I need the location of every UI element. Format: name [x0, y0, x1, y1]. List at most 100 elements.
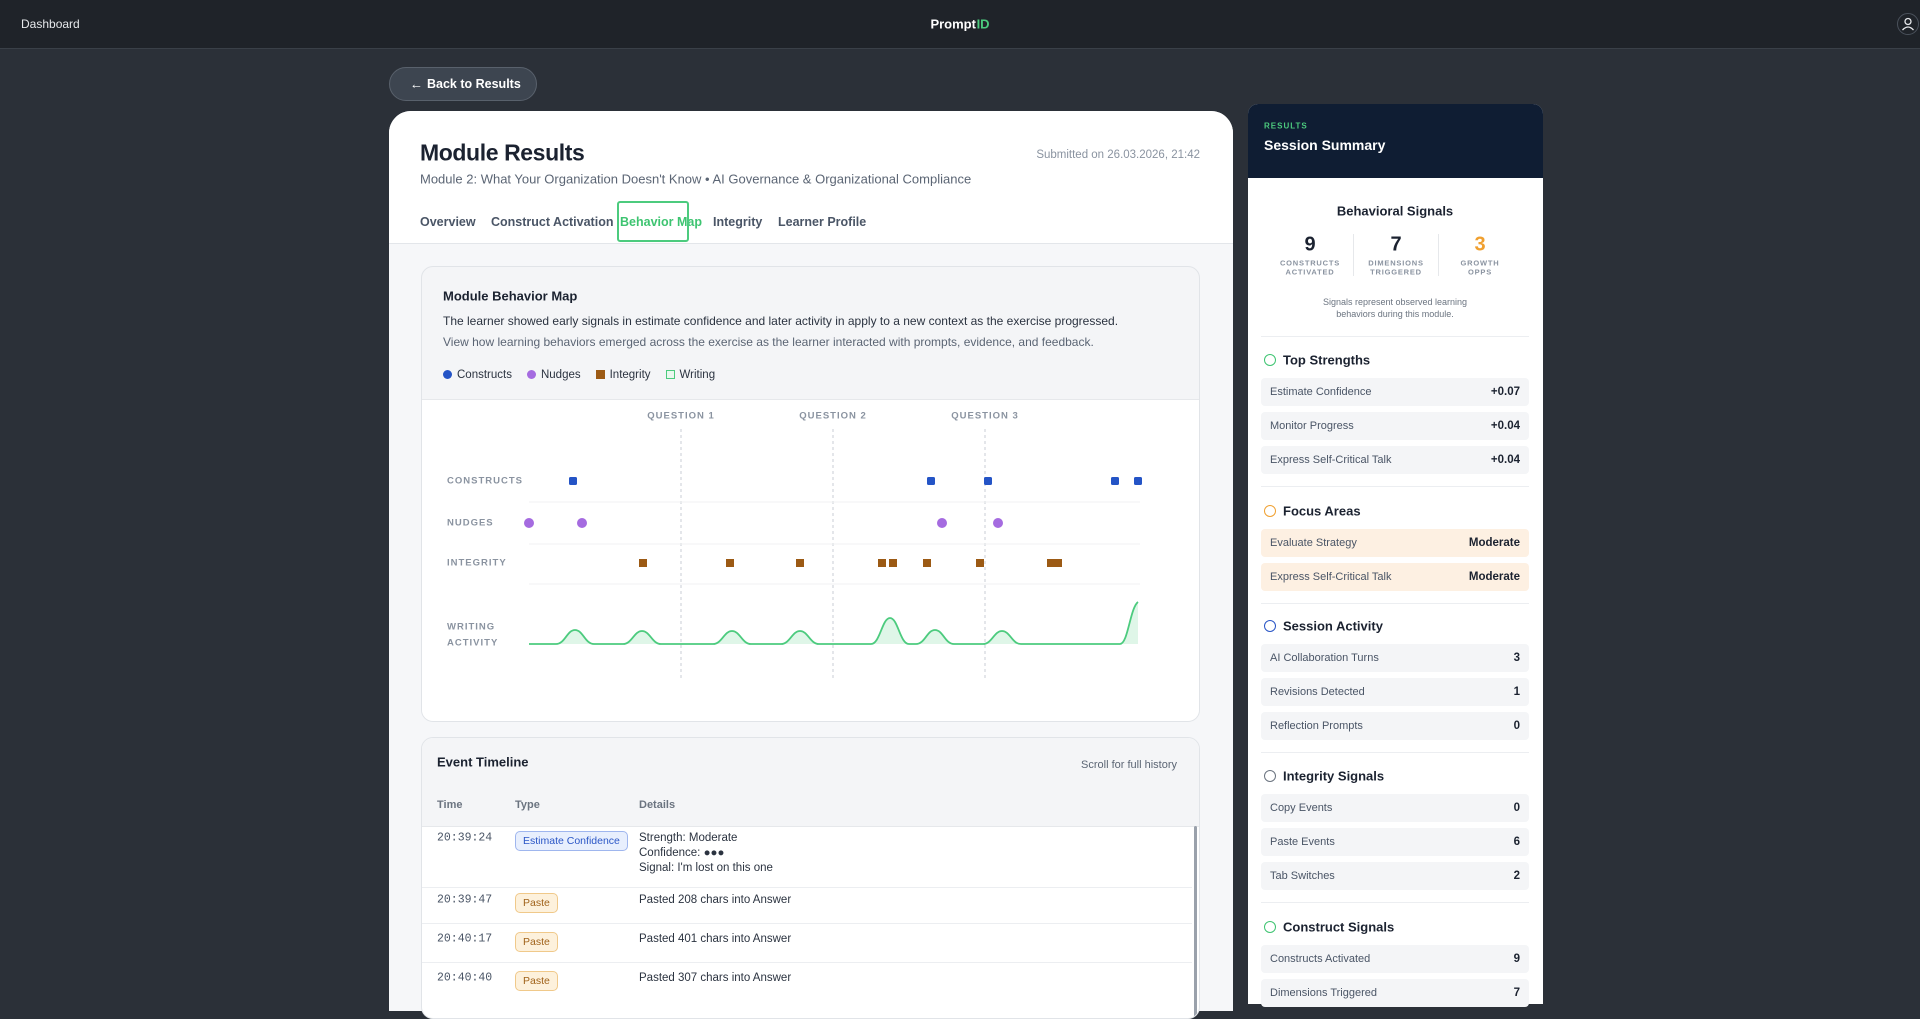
- summary-row: Tab Switches 2: [1261, 862, 1529, 890]
- stat-label: GROWTH: [1460, 258, 1500, 268]
- summary-row: Estimate Confidence +0.07: [1261, 378, 1529, 406]
- divider: [1261, 486, 1529, 487]
- tab[interactable]: Construct Activation: [491, 215, 614, 229]
- stat-label: OPPS: [1467, 267, 1493, 277]
- event-detail: Pasted 401 chars into Answer: [639, 933, 792, 945]
- nudge-event: [937, 518, 947, 528]
- section-icon: [1264, 354, 1276, 366]
- row-label: Estimate Confidence: [1270, 386, 1372, 398]
- row-label: NUDGES: [447, 517, 494, 529]
- summary-row: Revisions Detected 1: [1261, 678, 1529, 706]
- stat-label: TRIGGERED: [1370, 267, 1422, 277]
- icon-body: [1902, 26, 1914, 31]
- nudge-event: [577, 518, 587, 528]
- summary-row: AI Collaboration Turns 3: [1261, 644, 1529, 672]
- integrity-event: [976, 559, 984, 567]
- tab[interactable]: Learner Profile: [778, 215, 867, 229]
- event-type: Estimate Confidence: [515, 831, 628, 851]
- question-label: QUESTION 2: [799, 410, 867, 422]
- row-value: 7: [1513, 987, 1520, 999]
- column-header: Type: [515, 799, 540, 811]
- integrity-event: [889, 559, 897, 567]
- back-arrow: ←: [410, 76, 423, 92]
- summary-row: Express Self-Critical Talk Moderate: [1261, 563, 1529, 591]
- row-label: WRITING: [447, 621, 496, 633]
- integrity-event: [726, 559, 734, 567]
- row-value: +0.04: [1490, 420, 1520, 432]
- row-value: +0.04: [1490, 454, 1520, 466]
- section-title: Construct Signals: [1283, 919, 1395, 935]
- integrity-event: [1047, 559, 1062, 567]
- signals-note: Signals represent observed learning beha…: [1322, 297, 1468, 319]
- scrollbar[interactable]: [1194, 826, 1197, 1018]
- signals-title: Behavioral Signals: [1336, 203, 1454, 219]
- summary-row: Copy Events 0: [1261, 794, 1529, 822]
- column-header: Time: [437, 799, 463, 811]
- row-label: CONSTRUCTS: [447, 475, 523, 487]
- event-detail: Pasted 307 chars into Answer: [639, 972, 792, 984]
- row-value: Moderate: [1468, 571, 1520, 583]
- row-value: 1: [1513, 686, 1520, 698]
- summary-row: Paste Events 6: [1261, 828, 1529, 856]
- stat-label: CONSTRUCTS: [1279, 258, 1341, 268]
- row-label: Express Self-Critical Talk: [1270, 454, 1392, 466]
- divider: [1261, 902, 1529, 903]
- event-time: 20:40:17: [437, 932, 493, 946]
- row-value: Moderate: [1468, 537, 1520, 549]
- integrity-event: [639, 559, 647, 567]
- row-divider: [422, 887, 1192, 888]
- active-tab-outline: [617, 201, 689, 242]
- tab[interactable]: Overview: [420, 215, 476, 229]
- event-type: Paste: [515, 971, 558, 991]
- stat-value: 9: [1304, 233, 1316, 256]
- map-summary: The learner showed early signals in esti…: [443, 314, 1119, 328]
- row-divider: [422, 961, 1192, 963]
- column-header: Details: [639, 799, 676, 811]
- stat-label: DIMENSIONS: [1368, 258, 1424, 268]
- tab[interactable]: Behavior Map: [620, 215, 702, 229]
- section-title: Session Activity: [1283, 618, 1383, 634]
- row-label: Paste Events: [1270, 836, 1335, 848]
- row-value: 0: [1513, 720, 1520, 732]
- summary-header: [1248, 104, 1543, 178]
- card-header: [389, 111, 1233, 244]
- timeline-columns: [422, 792, 1199, 827]
- row-value: 0: [1513, 802, 1520, 814]
- summary-row: Evaluate Strategy Moderate: [1261, 529, 1529, 557]
- row-label: Tab Switches: [1270, 870, 1335, 882]
- behavior-plot: [524, 429, 1142, 681]
- legend-label: Constructs: [457, 369, 512, 381]
- brand[interactable]: Prompt ID: [930, 17, 989, 32]
- stat-divider: [1353, 234, 1354, 276]
- row-value: 2: [1513, 870, 1520, 882]
- divider: [1261, 603, 1529, 604]
- brand-accent: ID: [976, 16, 990, 32]
- summary-row: Reflection Prompts 0: [1261, 712, 1529, 740]
- summary-row: Constructs Activated 9: [1261, 945, 1529, 973]
- map-title: Module Behavior Map: [443, 288, 578, 304]
- brand-name: Prompt: [930, 16, 976, 32]
- nudge-event: [524, 518, 534, 528]
- behavior-map-panel: [421, 266, 1200, 722]
- nav-dashboard[interactable]: Dashboard: [21, 17, 80, 31]
- user-icon[interactable]: [1896, 13, 1920, 35]
- event-time: 20:39:24: [437, 831, 493, 845]
- row-label: Constructs Activated: [1270, 953, 1371, 965]
- tab[interactable]: Integrity: [713, 215, 763, 229]
- summary-eyebrow: RESULTS: [1264, 121, 1308, 131]
- row-divider: [422, 922, 1192, 924]
- page-title: Module Results: [420, 139, 585, 166]
- row-label: Evaluate Strategy: [1270, 537, 1357, 549]
- section-icon: [1264, 921, 1276, 933]
- stat-divider: [1438, 234, 1439, 276]
- integrity-event: [796, 559, 804, 567]
- legend-swatch: [595, 370, 605, 379]
- nudge-event: [993, 518, 1003, 528]
- back-button[interactable]: ← Back to Results: [389, 67, 537, 101]
- integrity-event: [878, 559, 886, 567]
- row-label: Copy Events: [1270, 802, 1333, 814]
- submitted-date: Submitted on 26.03.2026, 21:42: [1036, 149, 1200, 161]
- stat-value: 7: [1390, 233, 1402, 256]
- legend-label: Integrity: [609, 369, 651, 381]
